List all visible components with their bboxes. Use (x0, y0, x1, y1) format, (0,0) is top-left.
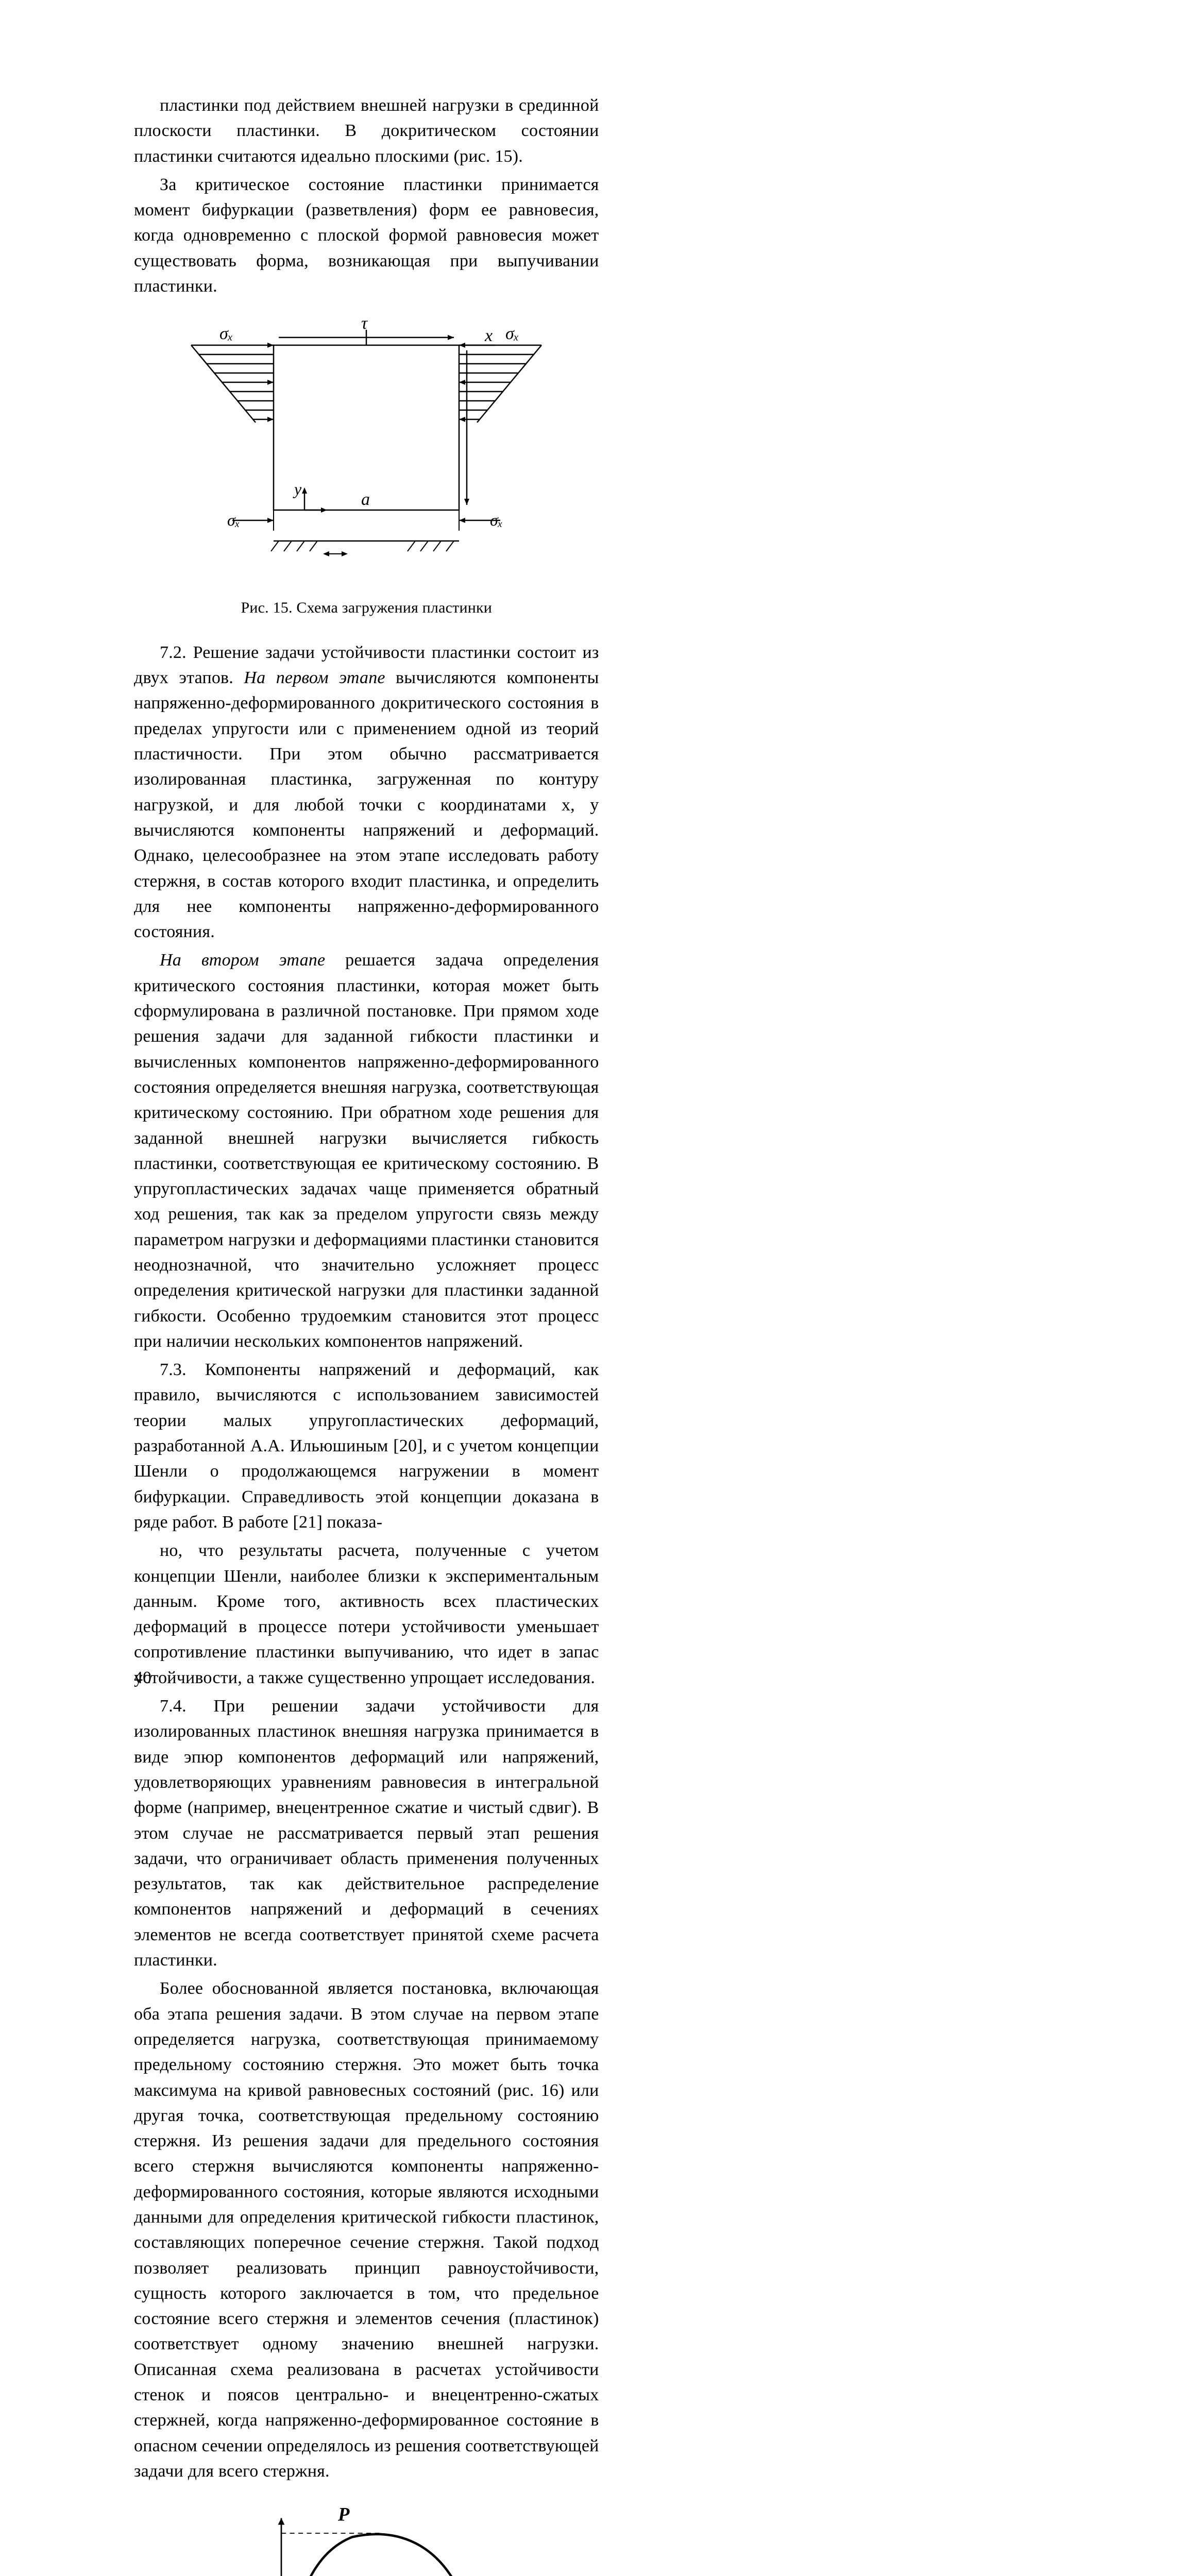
emphasis: На первом этапе (244, 668, 385, 687)
figure-15-svg: σₓ σₓ τ x y a σₓ σₓ (171, 314, 562, 582)
paragraph: Более обоснованной является постановка, … (134, 1976, 599, 2484)
paragraph: За критическое состояние пластинки прини… (134, 172, 599, 299)
label-tau: τ (361, 314, 368, 333)
label-sigma-br: σₓ (490, 511, 503, 529)
figure-16: P Pₘₐₓ v Рис. 16. Кривая равновесных сос… (134, 2499, 599, 2576)
paragraph: пластинки под действием внешней нагрузки… (134, 93, 599, 169)
label-y: y (293, 480, 302, 498)
paragraph: но, что результаты расчета, полученные с… (134, 1538, 599, 1690)
text: решается задача определения критического… (134, 951, 599, 1350)
paragraph-7-4: 7.4. При решении задачи устойчивости для… (134, 1693, 599, 1973)
figure-16-svg: P Pₘₐₓ v (232, 2499, 500, 2576)
figure-15: σₓ σₓ τ x y a σₓ σₓ Рис. 15. Схема загру… (134, 314, 599, 619)
paragraph-stage-2: На втором этапе решается задача определе… (134, 947, 599, 1354)
label-sigma-x-right: σₓ (505, 324, 519, 343)
two-column-layout: пластинки под действием внешней нагрузки… (134, 93, 1100, 2576)
label-sigma-x-left: σₓ (219, 324, 233, 343)
label-a: a (361, 490, 370, 509)
label-p: P (337, 2504, 350, 2525)
figure-15-caption: Рис. 15. Схема загружения пластинки (134, 597, 599, 619)
paragraph-7-2: 7.2. Решение задачи устойчивости пластин… (134, 640, 599, 945)
page: пластинки под действием внешней нагрузки… (0, 0, 1203, 1750)
paragraph-7-3: 7.3. Компоненты напряжений и деформаций,… (134, 1357, 599, 1535)
page-number: 40 (134, 1668, 151, 1688)
emphasis: На втором этапе (160, 951, 325, 970)
text: вычисляются компоненты напряженно-деформ… (134, 668, 599, 941)
label-sigma-bl: σₓ (227, 511, 240, 529)
label-x: x (484, 326, 493, 345)
